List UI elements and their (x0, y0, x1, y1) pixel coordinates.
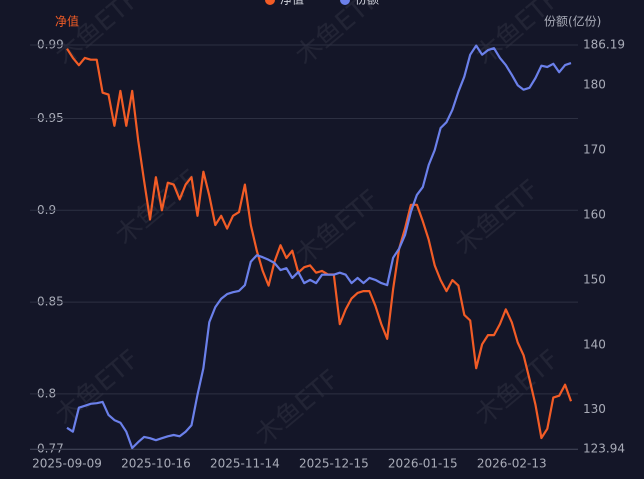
y2-tick-label: 186.19 (583, 38, 625, 52)
x-tick-label: 2026-02-13 (477, 457, 547, 471)
x-tick-label: 2026-01-15 (388, 457, 458, 471)
series-line (66, 48, 573, 440)
x-tick-label: 2025-11-14 (210, 457, 280, 471)
y2-tick-label: 170 (583, 143, 606, 157)
y2-tick-label: 180 (583, 78, 606, 92)
legend-marker (340, 0, 350, 5)
y2-tick-label: 150 (583, 272, 606, 286)
legend-label: 份额 (355, 0, 379, 7)
y2-tick-label: 123.94 (583, 442, 625, 456)
y2-axis-title: 份额(亿份) (544, 14, 601, 29)
legend-label: 净值 (280, 0, 304, 7)
y2-tick-label: 130 (583, 402, 606, 416)
y-axis-title: 净值 (55, 14, 79, 29)
series-line (66, 44, 572, 450)
x-tick-label: 2025-09-09 (32, 457, 102, 471)
y2-tick-label: 160 (583, 207, 606, 221)
x-tick-label: 2025-10-16 (121, 457, 191, 471)
x-tick-label: 2025-12-15 (299, 457, 369, 471)
y2-tick-label: 140 (583, 337, 606, 351)
legend-marker (265, 0, 275, 5)
